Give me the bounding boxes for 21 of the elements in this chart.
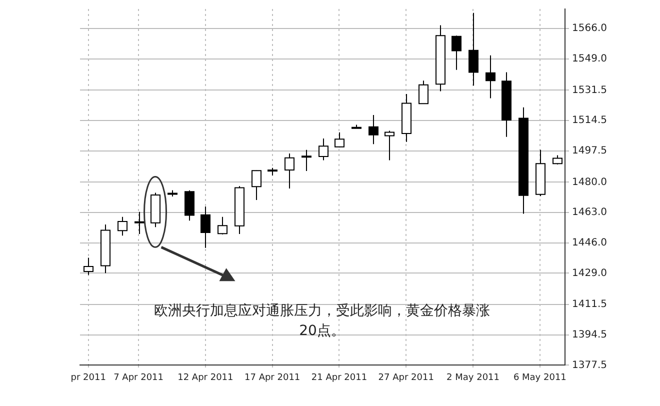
y-tick-label: 1480.0 (572, 176, 608, 188)
x-tick-label: 21 Apr 2011 (311, 372, 368, 383)
y-tick-label: 1463.0 (572, 207, 608, 218)
y-tick-label: 1411.5 (572, 299, 608, 310)
x-tick-label: 12 Apr 2011 (178, 372, 234, 383)
x-tick-label: 2 May 2011 (446, 372, 500, 383)
x-tick-label: 17 Apr 2011 (244, 372, 300, 383)
y-tick-label: 1531.5 (572, 84, 608, 96)
y-tick-label: 1566.0 (572, 23, 608, 34)
x-tick-label: 7 Apr 2011 (114, 372, 164, 383)
y-tick-label: 1377.5 (572, 360, 608, 371)
y-tick-label: 1497.5 (572, 146, 608, 157)
annotation: 欧洲央行加息应对通胀压力，受此影响，黄金价格暴涨20点。 (154, 303, 490, 340)
y-tick-label: 1429.0 (572, 268, 608, 279)
x-tick-label: pr 2011 (70, 372, 106, 383)
x-tick-label: 27 Apr 2011 (378, 372, 434, 383)
y-tick-label: 1446.0 (572, 237, 608, 248)
y-tick-label: 1549.0 (572, 54, 608, 65)
x-tick-label: 6 May 2011 (513, 372, 566, 383)
y-tick-label: 1514.5 (572, 115, 608, 126)
y-tick-label: 1394.5 (572, 329, 608, 340)
